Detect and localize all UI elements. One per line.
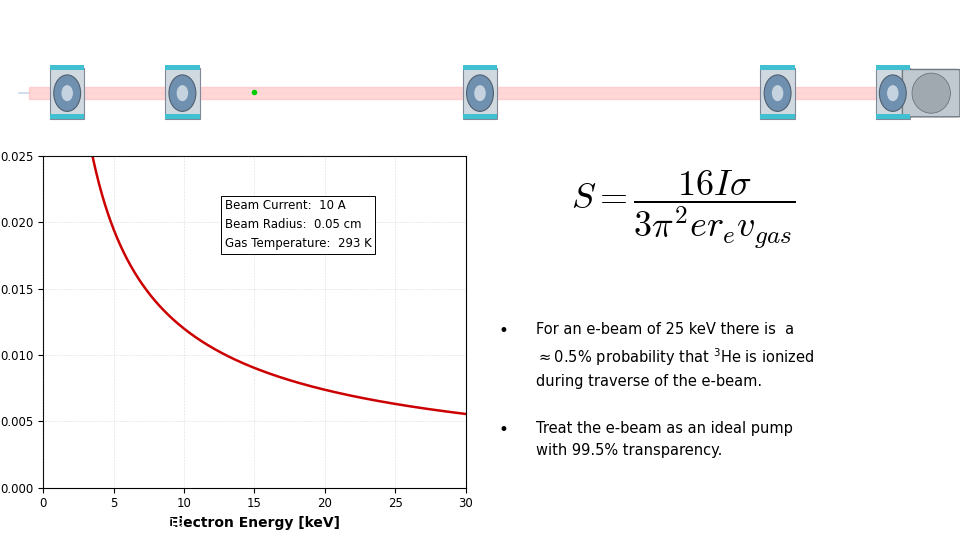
- Ellipse shape: [764, 75, 791, 111]
- FancyBboxPatch shape: [760, 65, 795, 70]
- FancyBboxPatch shape: [50, 65, 84, 70]
- Ellipse shape: [879, 75, 906, 111]
- FancyBboxPatch shape: [876, 65, 910, 70]
- FancyBboxPatch shape: [165, 65, 200, 70]
- Text: 20: 20: [926, 517, 943, 530]
- Ellipse shape: [169, 75, 196, 111]
- X-axis label: Electron Energy [keV]: Electron Energy [keV]: [169, 516, 340, 530]
- Text: PSTP, September 26, 2019: PSTP, September 26, 2019: [17, 517, 184, 530]
- FancyBboxPatch shape: [902, 70, 960, 117]
- FancyBboxPatch shape: [760, 68, 795, 119]
- FancyBboxPatch shape: [876, 114, 910, 119]
- Ellipse shape: [54, 75, 81, 111]
- Ellipse shape: [177, 85, 188, 101]
- Ellipse shape: [887, 85, 899, 101]
- Text: For an e-beam of 25 keV there is  a
$\approx$0.5% probability that $^3$He is ion: For an e-beam of 25 keV there is a $\app…: [536, 322, 814, 389]
- Ellipse shape: [772, 85, 783, 101]
- Text: Matthew Musgrave: Matthew Musgrave: [420, 517, 540, 530]
- FancyBboxPatch shape: [463, 114, 497, 119]
- Text: Beam Current:  10 A
Beam Radius:  0.05 cm
Gas Temperature:  293 K: Beam Current: 10 A Beam Radius: 0.05 cm …: [225, 199, 372, 250]
- FancyBboxPatch shape: [165, 68, 200, 119]
- Ellipse shape: [912, 73, 950, 113]
- FancyBboxPatch shape: [50, 68, 84, 119]
- Ellipse shape: [474, 85, 486, 101]
- Text: •: •: [499, 322, 509, 340]
- FancyBboxPatch shape: [165, 114, 200, 119]
- Text: Treat the e-beam as an ideal pump
with 99.5% transparency.: Treat the e-beam as an ideal pump with 9…: [536, 421, 793, 458]
- FancyBboxPatch shape: [876, 68, 910, 119]
- FancyBboxPatch shape: [760, 114, 795, 119]
- Text: •: •: [499, 421, 509, 440]
- Text: Electron Beam Ionization of $^3$He: Electron Beam Ionization of $^3$He: [206, 12, 754, 45]
- FancyBboxPatch shape: [463, 68, 497, 119]
- Ellipse shape: [467, 75, 493, 111]
- Ellipse shape: [61, 85, 73, 101]
- Text: $S = \dfrac{16I\sigma}{3\pi^2 e r_e v_{gas}}$: $S = \dfrac{16I\sigma}{3\pi^2 e r_e v_{g…: [570, 169, 796, 252]
- FancyBboxPatch shape: [50, 114, 84, 119]
- FancyBboxPatch shape: [463, 65, 497, 70]
